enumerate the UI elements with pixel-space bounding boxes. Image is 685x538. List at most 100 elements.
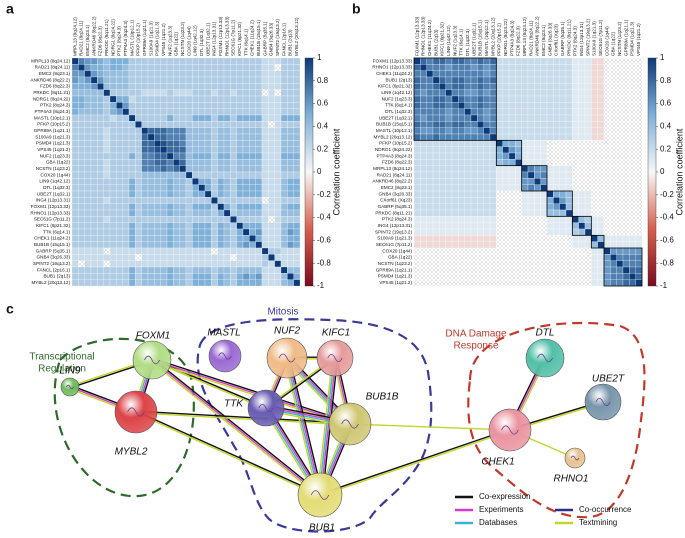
heatmap-cell [71, 108, 79, 116]
heatmap-cell [489, 114, 497, 122]
heatmap-cell [559, 190, 567, 198]
heatmap-cell [166, 76, 174, 84]
heatmap-cell [78, 95, 85, 103]
heatmap-cell [287, 127, 294, 135]
heatmap [71, 57, 301, 287]
heatmap-cell [584, 89, 592, 97]
heatmap-cell [616, 64, 624, 71]
heatmap-cell [603, 216, 611, 223]
heatmap-cell [610, 121, 617, 128]
heatmap-cell [565, 146, 573, 154]
heatmap-cell [217, 108, 225, 116]
heatmap-cell [629, 70, 636, 78]
heatmap-cell [635, 197, 643, 204]
heatmap-cell [261, 273, 269, 280]
heatmap-cell [445, 228, 453, 236]
heatmap-cell [540, 241, 548, 249]
heatmap-cell [249, 140, 256, 147]
heatmap-cell [464, 279, 472, 287]
heatmap-cell [502, 216, 510, 223]
heatmap-cell [71, 76, 79, 84]
heatmap-cell [103, 190, 111, 198]
edge [135, 412, 320, 497]
heatmap-cell [603, 146, 611, 154]
heatmap-cell [584, 184, 592, 192]
heatmap-cell [445, 95, 453, 103]
heatmap-cell [261, 260, 269, 268]
heatmap-cell [116, 247, 123, 255]
node-label: FOXM1 [136, 331, 170, 342]
heatmap-cell [166, 216, 174, 223]
heatmap-cell [103, 209, 111, 217]
heatmap-cell [236, 241, 244, 249]
heatmap-cell [546, 102, 554, 109]
heatmap-cell [527, 247, 535, 255]
heatmap-cell [470, 184, 478, 192]
heatmap-cell [483, 235, 491, 242]
heatmap-cell [432, 190, 440, 198]
heatmap-cell [141, 146, 149, 154]
heatmap-cell [135, 260, 142, 268]
heatmap-cell [154, 83, 161, 90]
heatmap-cell [274, 114, 282, 122]
heatmap-cell [553, 108, 560, 116]
heatmap-cell [546, 140, 554, 147]
heatmap-cell [280, 89, 288, 97]
cluster-box [603, 247, 643, 287]
heatmap-cell [109, 241, 117, 249]
heatmap-cell [103, 165, 111, 173]
heatmap-cell [489, 178, 497, 185]
heatmap-cell [603, 273, 611, 280]
heatmap-cell [496, 70, 503, 78]
heatmap-cell [236, 228, 244, 236]
heatmap-cell [464, 228, 472, 236]
heatmap-cell [204, 266, 212, 274]
heatmap-cell [249, 102, 256, 109]
heatmap-cell [458, 178, 465, 185]
heatmap-cell [78, 121, 85, 128]
heatmap-cell [432, 178, 440, 185]
heatmap-cell [242, 247, 250, 255]
heatmap-cell [451, 146, 459, 154]
heatmap-cell [103, 266, 111, 274]
edge [152, 358, 322, 495]
column-label: EMC2 (8q23.1) [541, 24, 546, 56]
heatmap-cell [179, 57, 187, 65]
heatmap-cell [502, 209, 510, 217]
row-label: NUF2 (1q23.3) [40, 153, 71, 158]
heatmap-cell [223, 247, 231, 255]
heatmap-cell [185, 279, 193, 287]
heatmap-cell [622, 190, 630, 198]
heatmap-cell [521, 228, 529, 236]
heatmap-cell [420, 70, 427, 78]
heatmap-cell [559, 279, 567, 287]
heatmap-cell [426, 102, 434, 109]
heatmap-cell [591, 266, 598, 274]
heatmap-cell [616, 127, 624, 135]
heatmap-cell [515, 184, 522, 192]
heatmap-cell [122, 89, 130, 97]
heatmap-cell [135, 89, 142, 97]
heatmap-cell [629, 216, 636, 223]
heatmap-cell [489, 273, 497, 280]
heatmap-cell [477, 57, 484, 65]
heatmap-cell [185, 184, 193, 192]
heatmap-cell [515, 260, 522, 268]
heatmap-cell [255, 159, 263, 166]
heatmap-cell [439, 89, 446, 97]
heatmap-cell [489, 133, 497, 141]
column-label: TTK (6q14.1) [459, 28, 464, 56]
heatmap-cell [78, 57, 85, 65]
colorbar-tick-label: -0.6 [317, 236, 331, 245]
heatmap-cell [616, 178, 624, 185]
heatmap-cell [255, 228, 263, 236]
heatmap-cell [211, 108, 218, 116]
heatmap-cell [185, 241, 193, 249]
heatmap-cell [147, 260, 155, 268]
heatmap-cell [109, 209, 117, 217]
row-label: S100A9 (1q21.3) [35, 134, 70, 139]
heatmap-cell [84, 279, 92, 287]
heatmap-cell [84, 260, 92, 268]
heatmap-cell [147, 76, 155, 84]
heatmap-cell [154, 76, 161, 84]
